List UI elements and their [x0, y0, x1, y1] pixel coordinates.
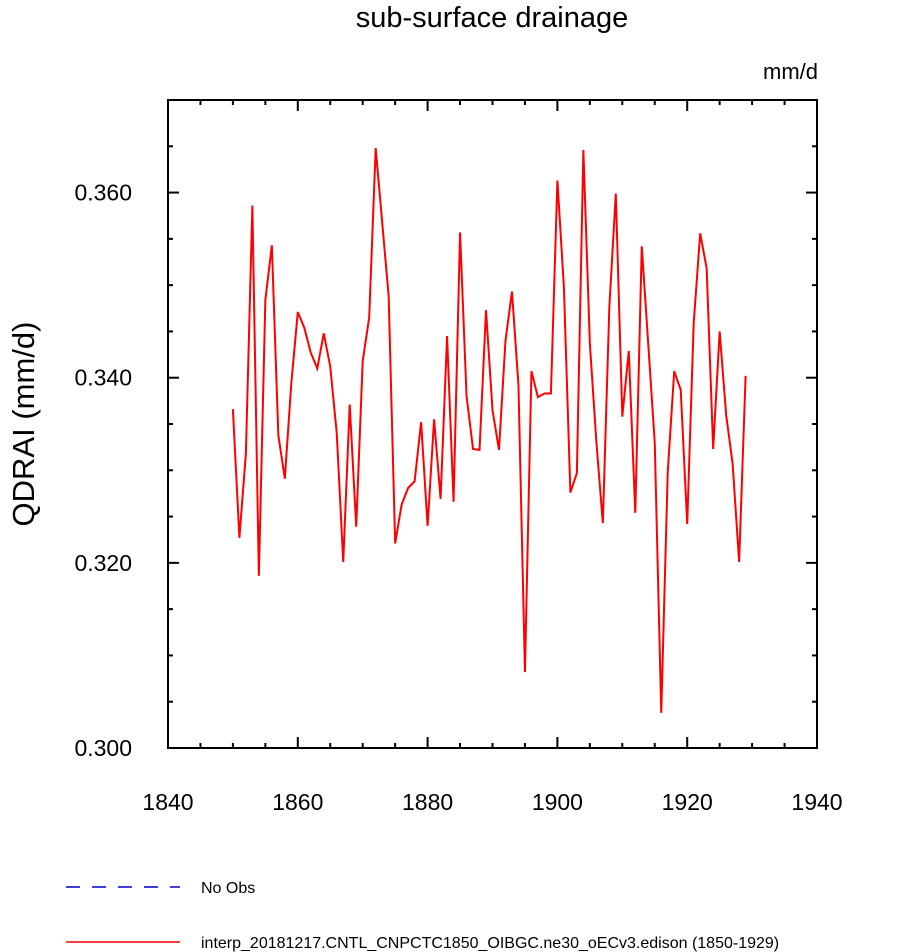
- chart-title: sub-surface drainage: [356, 2, 628, 34]
- x-tick-label: 1900: [532, 789, 583, 815]
- legend-label: interp_20181217.CNTL_CNPCTC1850_OIBGC.ne…: [201, 935, 779, 952]
- axis-ticks: [167, 99, 818, 749]
- x-tick-label: 1940: [791, 789, 842, 815]
- x-tick-labels: 1840 1860 1880 1900 1920 1940: [142, 789, 842, 815]
- x-tick-label: 1840: [142, 789, 193, 815]
- y-axis-label: QDRAI (mm/d): [6, 322, 41, 527]
- series-line: [231, 148, 747, 713]
- y-tick-label: 0.320: [74, 550, 132, 576]
- x-tick-label: 1920: [662, 789, 713, 815]
- y-tick-label: 0.340: [74, 365, 132, 391]
- legend: No Obs interp_20181217.CNTL_CNPCTC1850_OI…: [66, 880, 779, 952]
- plot-frame: [167, 99, 818, 749]
- y-tick-label: 0.300: [74, 735, 132, 761]
- x-tick-label: 1880: [402, 789, 453, 815]
- units-label: mm/d: [763, 59, 818, 84]
- series-layer: [231, 148, 747, 713]
- legend-label: No Obs: [201, 880, 255, 897]
- y-tick-labels: 0.300 0.320 0.340 0.360: [74, 180, 132, 761]
- x-tick-label: 1860: [272, 789, 323, 815]
- y-tick-label: 0.360: [74, 180, 132, 206]
